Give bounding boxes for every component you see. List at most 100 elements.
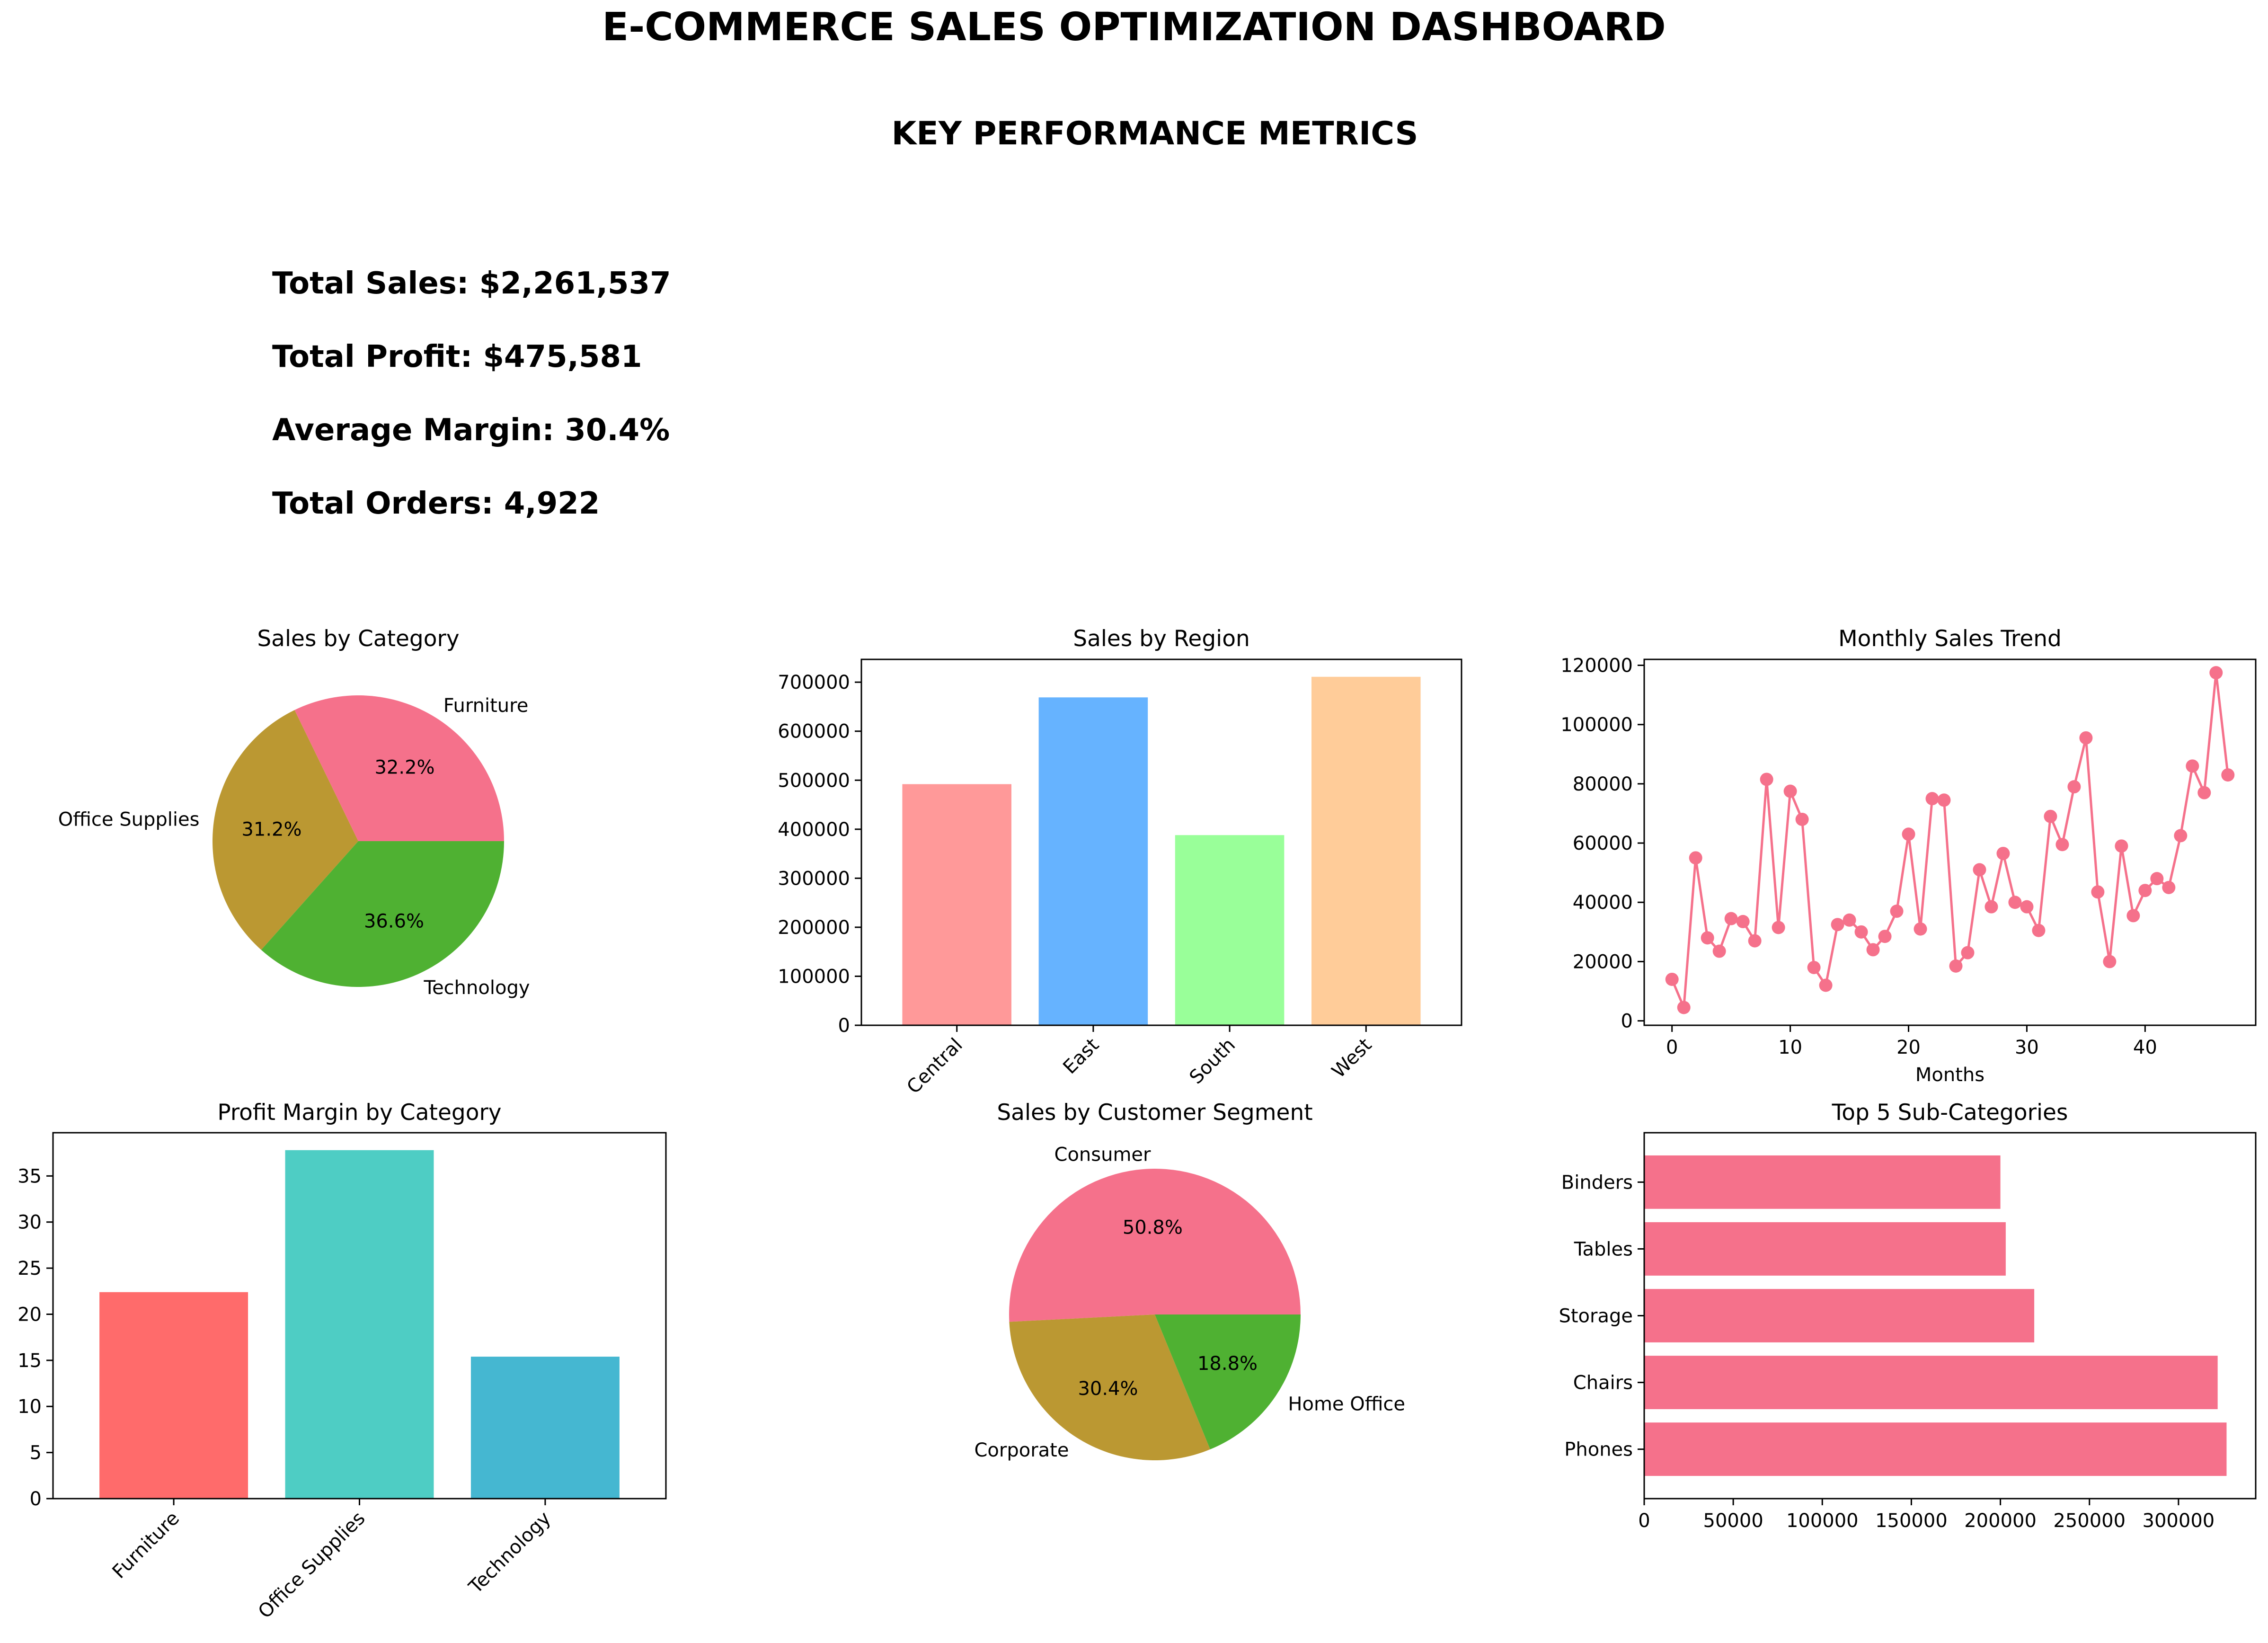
data-point [2032, 924, 2046, 937]
data-point [1937, 793, 1951, 807]
y-tick-label: Chairs [1573, 1372, 1633, 1394]
bar [1644, 1356, 2218, 1409]
bar [1038, 697, 1148, 1025]
kpi-average-margin: Average Margin: 30.4% [272, 413, 670, 448]
data-point [1819, 978, 1833, 992]
data-point [2044, 809, 2057, 823]
chart-title: Profit Margin by Category [217, 1100, 501, 1126]
x-tick-label: 200000 [1964, 1510, 2037, 1532]
data-point [2186, 759, 2199, 773]
x-tick-label: 300000 [2143, 1510, 2215, 1532]
kpi-section-title: KEY PERFORMANCE METRICS [892, 115, 1418, 152]
pie-percent-label: 30.4% [1078, 1378, 1138, 1400]
data-point [2008, 896, 2022, 909]
dashboard-title: E-COMMERCE SALES OPTIMIZATION DASHBOARD [602, 5, 1666, 50]
data-point [2115, 839, 2128, 853]
data-point [2126, 909, 2140, 923]
data-point [1831, 918, 1844, 932]
y-tick-label: 700000 [778, 672, 850, 693]
pie-slice [1155, 1314, 1301, 1449]
data-point [2162, 880, 2176, 894]
x-tick-label: Office Supplies [254, 1508, 370, 1623]
pie-percent-label: 36.6% [364, 911, 424, 933]
data-point [2091, 885, 2105, 899]
data-point [1795, 812, 1809, 826]
pie-slice [294, 695, 504, 841]
y-tick-label: 120000 [1560, 655, 1633, 677]
data-point [1760, 773, 1773, 786]
x-tick-label: Furniture [108, 1508, 184, 1583]
pie-label: Technology [423, 977, 530, 999]
chart-title: Monthly Sales Trend [1838, 626, 2062, 652]
bar [1175, 835, 1285, 1025]
data-point [1665, 972, 1679, 986]
data-point [1984, 900, 1998, 914]
monthly-sales-trend-chart: Monthly Sales Trend 0 20000 40000 60000 80000… [1560, 626, 2257, 1086]
data-point [2221, 768, 2235, 782]
x-tick-label: West [1328, 1034, 1376, 1083]
axes-frame [860, 658, 1462, 1026]
data-point [1902, 827, 1915, 841]
sales-by-category-chart: Sales by Category 32.2% Furniture 31.2% Offi… [58, 626, 530, 999]
bar [902, 784, 1011, 1025]
data-point [1843, 913, 1856, 927]
data-point [1701, 931, 1714, 945]
data-point [1772, 921, 1785, 934]
pie-percent-label: 31.2% [241, 819, 301, 841]
x-tick-label: East [1059, 1034, 1103, 1079]
sales-by-region-chart: Sales by Region 0 100000 200000 300000 400000… [778, 626, 1462, 1098]
pie-slice [1009, 1169, 1301, 1322]
bar [1644, 1222, 2006, 1276]
data-point [2079, 731, 2093, 745]
data-point [1949, 959, 1963, 973]
chart-title: Sales by Region [1073, 626, 1250, 652]
data-point [1854, 925, 1868, 939]
y-tick-label: Binders [1561, 1172, 1633, 1193]
pie-label: Furniture [443, 695, 529, 717]
y-tick-label: 40000 [1573, 892, 1633, 914]
x-tick-label: 50000 [1703, 1510, 1763, 1532]
y-tick-label: 100000 [778, 966, 850, 987]
data-point [2197, 786, 2211, 799]
x-tick-label: Technology [464, 1508, 555, 1599]
data-point [2055, 838, 2069, 852]
y-tick-label: 20 [18, 1304, 42, 1325]
data-point [1996, 846, 2010, 860]
data-point [2020, 900, 2034, 914]
y-tick-label: 80000 [1573, 773, 1633, 795]
data-point [1736, 915, 1750, 928]
kpi-total-profit: Total Profit: $475,581 [272, 339, 642, 374]
pie-percent-label: 18.8% [1197, 1353, 1258, 1375]
y-tick-label: Tables [1574, 1238, 1633, 1260]
bar [1644, 1422, 2227, 1476]
data-point [1807, 960, 1821, 974]
y-tick-label: Phones [1564, 1439, 1633, 1461]
series-line [1671, 672, 2229, 1008]
bar [470, 1357, 620, 1499]
y-tick-label: 200000 [778, 917, 850, 939]
data-point [1783, 784, 1797, 798]
pie-percent-label: 50.8% [1123, 1217, 1183, 1238]
y-tick-label: 600000 [778, 721, 850, 743]
bar [285, 1150, 434, 1499]
x-tick-label: Central [903, 1034, 967, 1099]
kpi-total-orders: Total Orders: 4,922 [272, 486, 600, 521]
x-tick-label: 0 [1638, 1510, 1650, 1532]
top-5-sub-categories-chart: Top 5 Sub-Categories Phones Chairs Storage T… [1559, 1100, 2257, 1532]
data-point [1961, 946, 1975, 959]
y-tick-label: 0 [30, 1488, 42, 1510]
data-point [2067, 780, 2081, 794]
data-point [2209, 666, 2223, 680]
data-point [1914, 922, 1927, 936]
x-tick-label: 30 [2015, 1037, 2039, 1058]
y-tick-label: 35 [18, 1165, 42, 1187]
sales-by-customer-segment-chart: Sales by Customer Segment 50.8% Consumer 30… [974, 1100, 1405, 1461]
data-point [1724, 912, 1738, 925]
data-point [2138, 884, 2152, 897]
y-tick-label: 0 [1621, 1011, 1633, 1032]
pie-percent-label: 32.2% [374, 756, 434, 778]
data-point [1878, 930, 1892, 943]
data-point [1712, 944, 1726, 958]
data-point [1890, 905, 1904, 918]
